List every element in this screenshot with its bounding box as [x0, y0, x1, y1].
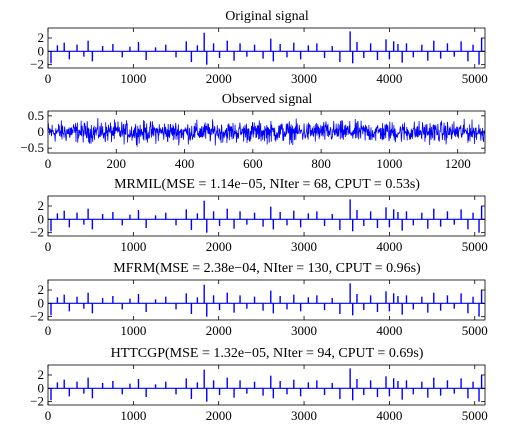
x-tick-label: 0	[45, 71, 52, 86]
y-tick-label: −2	[30, 394, 44, 409]
panel-title: MFRM(MSE = 2.38e−04, NIter = 130, CPUT =…	[113, 261, 421, 276]
y-tick-label: −2	[30, 225, 44, 240]
x-tick-label: 5000	[462, 408, 488, 423]
axes-frame	[47, 279, 486, 321]
x-tick-label: 2000	[206, 323, 232, 338]
x-tick-label: 5000	[462, 323, 488, 338]
x-tick-label: 1000	[120, 239, 146, 254]
x-tick-label: 3000	[291, 71, 317, 86]
x-tick-label: 1000	[120, 323, 146, 338]
y-tick-label: −2	[30, 57, 44, 72]
y-tick-label: 2	[38, 30, 45, 45]
x-tick-label: 1000	[120, 71, 146, 86]
x-tick-label: 800	[311, 156, 331, 171]
x-tick-label: 1000	[376, 156, 402, 171]
y-tick-label: −2	[30, 309, 44, 324]
axes-frame	[47, 364, 486, 406]
x-tick-label: 2000	[206, 71, 232, 86]
x-tick-label: 1000	[120, 408, 146, 423]
x-tick-label: 4000	[376, 323, 402, 338]
x-tick-label: 600	[243, 156, 263, 171]
x-tick-label: 3000	[291, 239, 317, 254]
x-tick-label: 0	[45, 156, 52, 171]
x-tick-label: 200	[107, 156, 127, 171]
panel-title: MRMIL(MSE = 1.14e−05, NIter = 68, CPUT =…	[114, 177, 420, 192]
y-tick-label: 0	[38, 380, 45, 395]
x-tick-label: 4000	[376, 239, 402, 254]
x-tick-label: 0	[45, 323, 52, 338]
y-tick-label: 2	[38, 367, 45, 382]
panel-mfrm: MFRM(MSE = 2.38e−04, NIter = 130, CPUT =…	[30, 261, 488, 338]
axes-frame	[47, 195, 486, 237]
x-tick-label: 5000	[462, 239, 488, 254]
x-tick-label: 0	[45, 239, 52, 254]
panel-original-signal: Original signal 0 1000 2000 3000 4000 5000 −20…	[30, 9, 488, 86]
y-tick-label: −0.5	[20, 140, 44, 155]
axes-frame	[47, 27, 486, 69]
y-tick-label: 2	[38, 198, 45, 213]
x-tick-label: 4000	[376, 408, 402, 423]
panel-httcgp: HTTCGP(MSE = 1.32e−05, NIter = 94, CPUT …	[30, 346, 488, 423]
y-tick-label: 0	[38, 124, 45, 139]
x-tick-label: 3000	[291, 408, 317, 423]
y-tick-label: 0	[38, 295, 45, 310]
y-tick-label: 2	[38, 282, 45, 297]
panel-title: HTTCGP(MSE = 1.32e−05, NIter = 94, CPUT …	[111, 346, 424, 361]
x-tick-label: 2000	[206, 408, 232, 423]
x-tick-label: 1200	[445, 156, 471, 171]
x-tick-label: 0	[45, 408, 52, 423]
x-tick-label: 400	[175, 156, 195, 171]
x-tick-label: 4000	[376, 71, 402, 86]
x-tick-label: 2000	[206, 239, 232, 254]
y-tick-label: 0	[38, 211, 45, 226]
x-tick-label: 5000	[462, 71, 488, 86]
y-tick-label: 0.5	[28, 108, 44, 123]
y-tick-label: 0	[38, 43, 45, 58]
panel-title: Original signal	[225, 9, 309, 24]
x-tick-label: 3000	[291, 323, 317, 338]
observed-signal-line	[47, 118, 485, 147]
panel-title: Observed signal	[222, 92, 313, 107]
panel-mrmil: MRMIL(MSE = 1.14e−05, NIter = 68, CPUT =…	[30, 177, 488, 254]
panel-observed-signal: Observed signal 0 200 400 600 800 1000 1200 −0.…	[20, 92, 486, 171]
